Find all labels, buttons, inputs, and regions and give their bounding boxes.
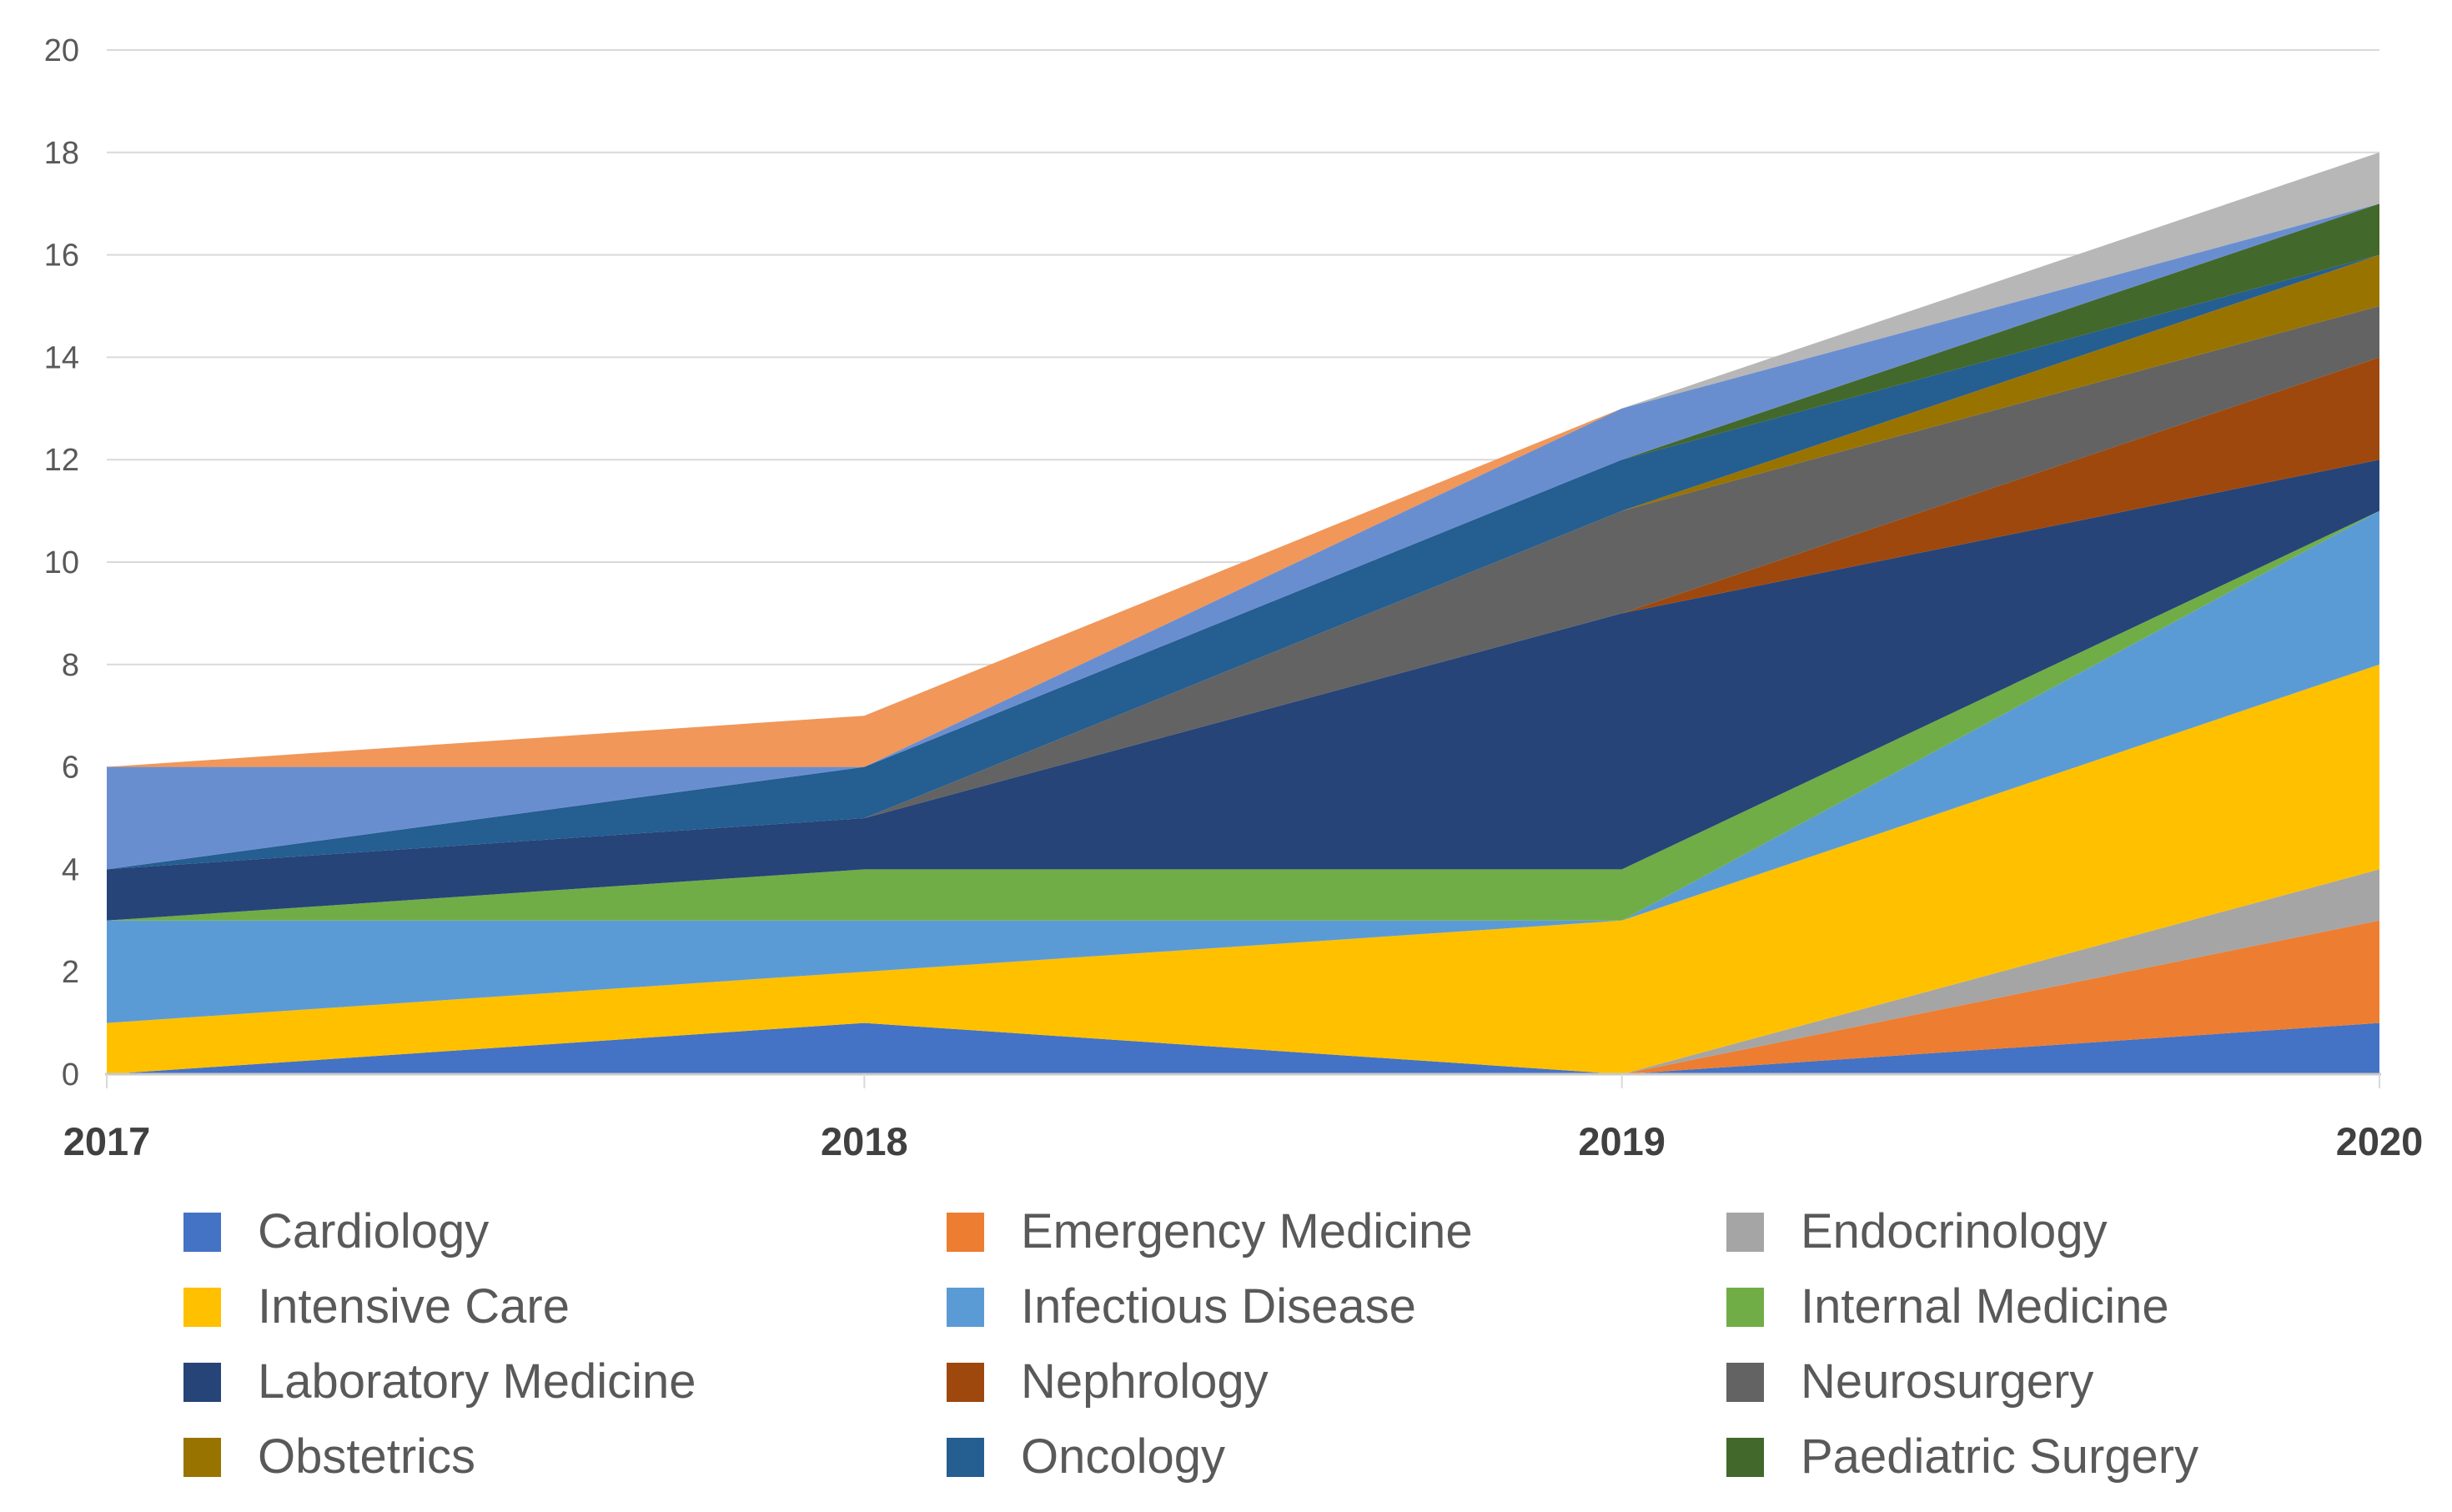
y-axis-label-10: 10 (44, 545, 79, 580)
y-axis-label-12: 12 (44, 443, 79, 478)
area-infectious-disease (107, 510, 2379, 1023)
x-axis-label-2019: 2019 (1578, 1119, 1666, 1163)
y-axis-label-20: 20 (44, 33, 79, 68)
y-axis-label-6: 6 (62, 751, 79, 786)
x-axis-label-2017: 2017 (63, 1119, 151, 1163)
y-axis-label-4: 4 (62, 852, 79, 887)
area-internal-medicine (107, 510, 2379, 921)
y-axis-label-16: 16 (44, 239, 79, 274)
area-intensive-care (107, 664, 2379, 1074)
area-laboratory-medicine (107, 460, 2379, 921)
y-axis-label-0: 0 (62, 1057, 79, 1093)
area-unlabeled-13 (107, 203, 2379, 870)
y-axis-label-14: 14 (44, 340, 79, 375)
y-axis-label-18: 18 (44, 136, 79, 171)
y-axis-label-8: 8 (62, 648, 79, 683)
area-cardiology (107, 1022, 2379, 1074)
y-axis-label-2: 2 (62, 955, 79, 990)
x-axis-label-2020: 2020 (2336, 1119, 2424, 1163)
x-axis-label-2018: 2018 (821, 1119, 908, 1163)
